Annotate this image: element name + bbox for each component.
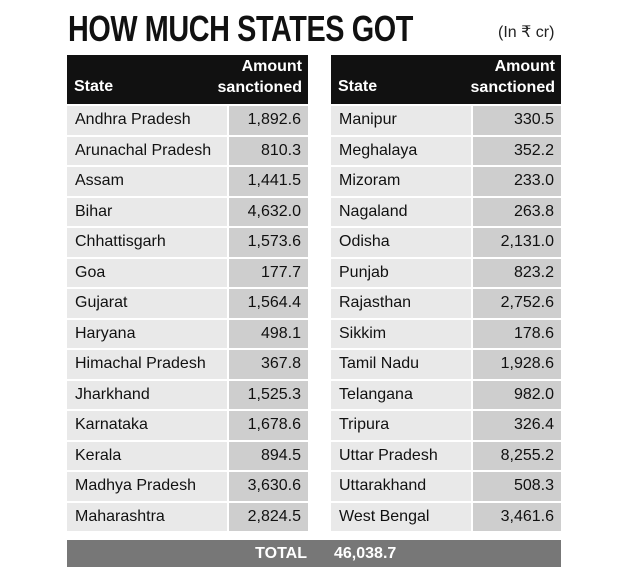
header-state: State bbox=[74, 78, 114, 96]
state-cell: Madhya Pradesh bbox=[67, 472, 227, 501]
amount-cell: 1,573.6 bbox=[229, 228, 308, 257]
amount-cell: 177.7 bbox=[229, 258, 308, 287]
state-cell: Arunachal Pradesh bbox=[67, 136, 227, 165]
amount-cell: 8,255.2 bbox=[473, 441, 561, 470]
state-cell: Chhattisgarh bbox=[67, 228, 227, 257]
amount-cell: 823.2 bbox=[473, 258, 561, 287]
amount-cell: 1,892.6 bbox=[229, 106, 308, 135]
amount-cell: 4,632.0 bbox=[229, 197, 308, 226]
state-cell: Manipur bbox=[331, 106, 471, 135]
unit-note: (In ₹ cr) bbox=[498, 24, 555, 41]
state-cell: Tamil Nadu bbox=[331, 350, 471, 379]
amount-cell: 2,752.6 bbox=[473, 289, 561, 318]
state-cell: West Bengal bbox=[331, 502, 471, 531]
amount-cell: 1,564.4 bbox=[229, 289, 308, 318]
amount-cell: 2,131.0 bbox=[473, 228, 561, 257]
state-cell: Meghalaya bbox=[331, 136, 471, 165]
total-bar bbox=[67, 540, 561, 567]
amount-cell: 2,824.5 bbox=[229, 502, 308, 531]
state-cell: Maharashtra bbox=[67, 502, 227, 531]
state-cell: Bihar bbox=[67, 197, 227, 226]
amount-cell: 1,441.5 bbox=[229, 167, 308, 196]
state-cell: Karnataka bbox=[67, 411, 227, 440]
state-cell: Rajasthan bbox=[331, 289, 471, 318]
amount-cell: 233.0 bbox=[473, 167, 561, 196]
amount-cell: 982.0 bbox=[473, 380, 561, 409]
amount-cell: 178.6 bbox=[473, 319, 561, 348]
amount-cell: 263.8 bbox=[473, 197, 561, 226]
state-cell: Uttarakhand bbox=[331, 472, 471, 501]
state-cell: Jharkhand bbox=[67, 380, 227, 409]
header-amount: Amount sanctioned bbox=[199, 56, 302, 98]
state-cell: Sikkim bbox=[331, 319, 471, 348]
total-label: TOTAL bbox=[255, 545, 307, 562]
amount-cell: 1,678.6 bbox=[229, 411, 308, 440]
state-cell: Uttar Pradesh bbox=[331, 441, 471, 470]
amount-cell: 3,630.6 bbox=[229, 472, 308, 501]
amount-cell: 508.3 bbox=[473, 472, 561, 501]
amount-cell: 810.3 bbox=[229, 136, 308, 165]
amount-cell: 326.4 bbox=[473, 411, 561, 440]
state-cell: Punjab bbox=[331, 258, 471, 287]
amount-cell: 894.5 bbox=[229, 441, 308, 470]
amount-cell: 330.5 bbox=[473, 106, 561, 135]
amount-cell: 3,461.6 bbox=[473, 502, 561, 531]
title: HOW MUCH STATES GOT bbox=[68, 8, 413, 49]
amount-cell: 498.1 bbox=[229, 319, 308, 348]
state-cell: Haryana bbox=[67, 319, 227, 348]
amount-cell: 1,525.3 bbox=[229, 380, 308, 409]
total-value: 46,038.7 bbox=[334, 545, 397, 562]
state-cell: Andhra Pradesh bbox=[67, 106, 227, 135]
state-cell: Goa bbox=[67, 258, 227, 287]
state-cell: Nagaland bbox=[331, 197, 471, 226]
state-cell: Tripura bbox=[331, 411, 471, 440]
state-cell: Mizoram bbox=[331, 167, 471, 196]
state-cell: Gujarat bbox=[67, 289, 227, 318]
state-cell: Kerala bbox=[67, 441, 227, 470]
state-cell: Odisha bbox=[331, 228, 471, 257]
header-state: State bbox=[338, 78, 378, 96]
state-cell: Telangana bbox=[331, 380, 471, 409]
header-amount: Amount sanctioned bbox=[443, 56, 555, 98]
state-cell: Assam bbox=[67, 167, 227, 196]
state-cell: Himachal Pradesh bbox=[67, 350, 227, 379]
amount-cell: 1,928.6 bbox=[473, 350, 561, 379]
amount-cell: 367.8 bbox=[229, 350, 308, 379]
amount-cell: 352.2 bbox=[473, 136, 561, 165]
